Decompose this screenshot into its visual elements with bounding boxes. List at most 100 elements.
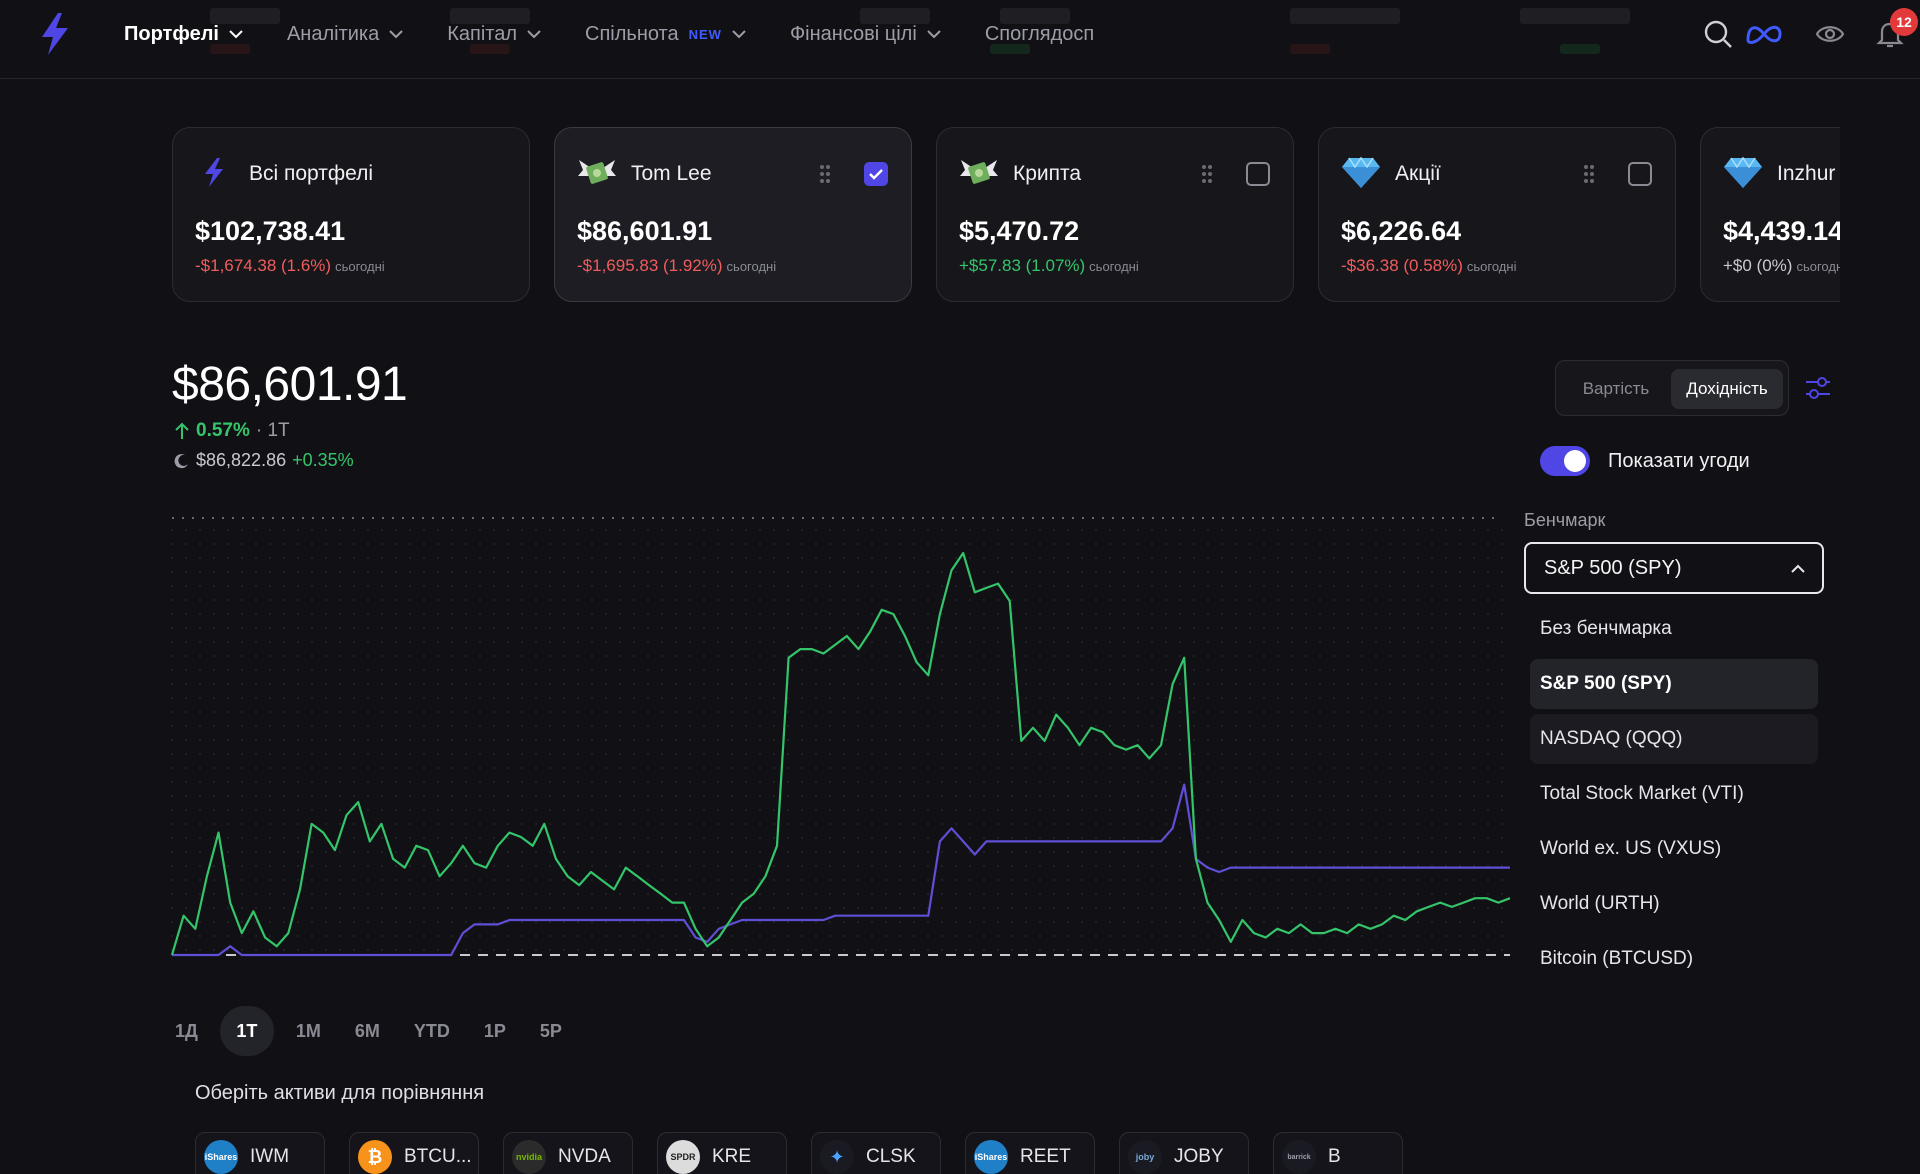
asset-chip-joby[interactable]: joby JOBY [1119,1132,1249,1174]
benchmark-select[interactable]: S&P 500 (SPY) [1524,542,1824,594]
period-ytd[interactable]: YTD [413,1020,450,1041]
portfolio-period-change: 0.57% · 1Т [174,420,290,442]
portfolio-name: Tom Lee [631,162,712,185]
mode-value-button[interactable]: Вартість [1582,379,1650,398]
change-percent: 0.57% [196,420,250,441]
money-wings-icon [960,160,998,184]
chevron-down-icon [389,29,403,38]
benchmark-option[interactable]: Без бенчмарка [1540,618,1672,639]
nav-item-community[interactable]: Спільнота NEW [585,23,746,46]
benchmark-option[interactable]: Total Stock Market (VTI) [1540,783,1744,804]
asset-label: KRE [712,1146,752,1167]
nav-item-capital[interactable]: Капітал [447,23,541,46]
portfolio-value: $5,470.72 [959,216,1080,246]
asset-chip-b[interactable]: barrick B [1273,1132,1403,1174]
asset-chip-kre[interactable]: SPDR KRE [657,1132,787,1174]
asset-chip-iwm[interactable]: iShares IWM [195,1132,325,1174]
nav-item-financial-goals[interactable]: Фінансові цілі [790,23,941,46]
asset-label: REET [1020,1146,1071,1167]
bolt-logo-icon[interactable] [40,13,70,55]
portfolio-name: Inzhur [1777,162,1836,185]
portfolio-daily-change: -$36.38 (0.58%) сьогодні [1341,256,1516,276]
period-1m[interactable]: 1М [295,1020,321,1041]
nav-item-label: Спільнота [585,22,679,45]
nav-item-label: Споглядосп [984,22,1095,45]
portfolio-value: $86,601.91 [577,216,713,246]
eye-icon[interactable] [1814,18,1846,50]
nav-item-analytics[interactable]: Аналітика [287,23,403,46]
today-label: сьогодні [726,259,777,274]
chart-grid [170,518,1520,958]
cleanspark-logo: ✦ [820,1140,854,1174]
notification-count-badge: 12 [1890,8,1918,36]
asset-chip-clsk[interactable]: ✦ CLSK [811,1132,941,1174]
mode-return-button[interactable]: Дохідність [1671,369,1783,409]
joby-logo: joby [1128,1140,1162,1174]
show-trades-toggle[interactable] [1540,446,1590,476]
portfolio-checkbox[interactable] [864,162,888,186]
asset-chip-nvda[interactable]: nvidia NVDA [503,1132,633,1174]
portfolio-daily-change: -$1,695.83 (1.92%) сьогодні [577,256,776,276]
compare-asset-chips: iShares IWM ₿ BTCU... nvidia NVDA SPDR KRE ✦… [195,1132,1427,1174]
portfolio-checkbox[interactable] [1246,162,1270,186]
portfolio-value: $4,439.14 [1723,216,1840,246]
drag-handle-icon[interactable] [1201,164,1213,184]
asset-chip-reet[interactable]: iShares REET [965,1132,1095,1174]
asset-chip-btcusd[interactable]: ₿ BTCU... [349,1132,479,1174]
benchmark-option[interactable]: S&P 500 (SPY) [1530,659,1818,709]
period-1y[interactable]: 1Р [483,1020,506,1041]
diamond-icon [1342,156,1380,188]
portfolio-name: Крипта [1013,162,1082,185]
new-badge: NEW [688,26,722,42]
chart-mode-toggle: Вартість Дохідність [1555,360,1789,416]
nav-item-label: Портфелі [124,22,219,45]
drag-handle-icon[interactable] [1583,164,1595,184]
portfolio-card-stocks[interactable]: Акції $6,226.64 -$36.38 (0.58%) сьогодні [1318,127,1676,302]
arrow-up-icon [175,422,189,439]
sliders-settings-icon[interactable] [1804,374,1832,402]
benchmark-option[interactable]: NASDAQ (QQQ) [1530,714,1818,764]
change-amount: -$1,674.38 (1.6%) [195,256,332,275]
portfolio-checkbox[interactable] [1628,162,1652,186]
portfolio-card-tom-lee[interactable]: Tom Lee $86,601.91 -$1,695.83 (1.92%) сьо… [554,127,912,302]
bitcoin-logo: ₿ [358,1140,392,1174]
chevron-down-icon [927,29,941,38]
check-icon [869,169,883,180]
today-label: сьогодні [1466,259,1517,274]
after-hours-value: $86,822.86 [196,450,287,470]
period-6m[interactable]: 6М [354,1020,380,1041]
period-1d[interactable]: 1Д [175,1020,198,1041]
barrick-logo: barrick [1282,1140,1316,1174]
period-5y[interactable]: 5Р [539,1020,562,1041]
portfolio-card-crypto[interactable]: Крипта $5,470.72 +$57.83 (1.07%) сьогодні [936,127,1294,302]
benchmark-option[interactable]: World ex. US (VXUS) [1540,838,1722,859]
chevron-down-icon [229,29,243,38]
nav-item-label: Фінансові цілі [789,22,917,45]
top-navigation: Портфелі Аналітика Капітал Спільнота NEW… [0,0,1920,79]
portfolio-card-inzhur[interactable]: Inzhur $4,439.14 +$0 (0%)сьогодні [1700,127,1840,302]
period-1w[interactable]: 1Т [219,1006,274,1056]
asset-label: IWM [250,1146,290,1167]
asset-label: CLSK [866,1146,916,1167]
today-label: сьогодні [335,259,385,274]
portfolio-series-line [170,551,1511,956]
portfolio-value: $6,226.64 [1341,216,1462,246]
today-label: сьогодні [1089,259,1139,274]
period-selector: 1Д 1Т 1М 6М YTD 1Р 5Р [175,1006,596,1056]
portfolio-daily-change: +$57.83 (1.07%) сьогодні [959,256,1139,276]
meta-icon[interactable] [1744,18,1784,50]
after-hours-row: $86,822.86 +0.35% [174,450,354,471]
chevron-up-icon [1791,564,1805,573]
nav-item-label: Аналітика [286,22,380,45]
benchmark-option[interactable]: World (URTH) [1540,893,1660,914]
portfolio-name: Акції [1395,162,1441,185]
drag-handle-icon[interactable] [819,164,831,184]
after-hours-percent: +0.35% [292,450,354,470]
search-icon[interactable] [1702,18,1734,50]
performance-chart[interactable] [170,500,1520,970]
nav-item-observers[interactable]: Споглядосп [985,23,1094,46]
nav-item-portfolios[interactable]: Портфелі [124,23,243,46]
portfolio-card-all[interactable]: Всі портфелі $102,738.41 -$1,674.38 (1.6… [172,127,530,302]
benchmark-option[interactable]: Bitcoin (BTCUSD) [1540,948,1694,969]
portfolio-value: $102,738.41 [195,216,346,246]
